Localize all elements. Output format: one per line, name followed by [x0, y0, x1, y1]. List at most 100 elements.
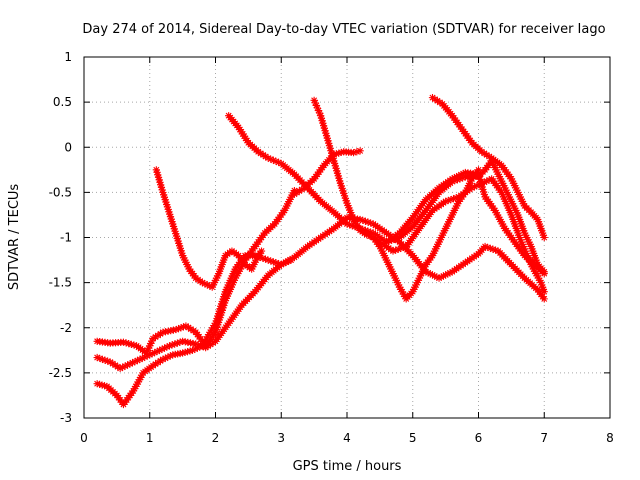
data-point: [540, 295, 548, 303]
trail-marker: [204, 342, 212, 350]
trail-marker: [165, 208, 173, 216]
trail-marker: [186, 347, 194, 355]
trail-marker: [520, 245, 528, 253]
trail-marker: [200, 339, 208, 348]
data-point: [290, 190, 298, 198]
trail-marker: [249, 263, 257, 271]
x-tick-label: 5: [409, 431, 417, 445]
trail-marker: [330, 159, 339, 167]
data-point: [188, 346, 197, 354]
trail-marker: [436, 236, 444, 244]
trail-marker: [439, 272, 448, 280]
trail-marker: [229, 279, 237, 287]
data-point: [478, 148, 486, 156]
trail-marker: [502, 186, 510, 194]
trail-marker: [390, 235, 398, 243]
data-point: [254, 148, 262, 156]
trail-marker: [391, 274, 399, 282]
data-point: [448, 177, 456, 186]
trail-marker: [393, 279, 402, 287]
trail-marker: [143, 352, 151, 360]
trail-marker: [352, 220, 360, 228]
trail-marker: [383, 258, 392, 266]
trail-marker: [414, 276, 422, 284]
trail-marker: [146, 342, 154, 350]
trail-marker: [283, 202, 291, 210]
data-point: [211, 328, 220, 336]
trail-marker: [421, 263, 429, 271]
trail-marker: [223, 283, 231, 291]
data-point: [382, 238, 391, 246]
trail-marker: [148, 337, 156, 345]
trail-marker: [206, 328, 214, 336]
trail-marker: [496, 215, 504, 224]
trail-marker: [134, 378, 142, 386]
trail-marker: [385, 260, 393, 269]
trail-marker: [413, 279, 421, 287]
trail-marker: [215, 307, 223, 315]
trail-marker: [173, 339, 181, 347]
trail-marker: [344, 201, 352, 210]
trail-marker: [220, 256, 228, 264]
trail-marker: [341, 194, 349, 202]
data-point: [221, 288, 229, 296]
trail-marker: [442, 271, 450, 279]
trail-marker: [154, 173, 163, 181]
trail-marker: [539, 231, 548, 239]
trail-marker: [167, 215, 175, 223]
trail-marker: [212, 274, 221, 282]
data-point: [129, 387, 137, 395]
data-point: [119, 338, 128, 346]
grid: [84, 57, 610, 418]
trail-marker: [327, 147, 335, 155]
data-point: [478, 179, 486, 187]
series-track-10: [382, 157, 548, 276]
trail-marker: [128, 359, 137, 367]
trail-marker: [171, 227, 179, 235]
trail-marker: [209, 324, 217, 332]
trail-marker: [257, 149, 265, 157]
trail-marker: [145, 344, 153, 352]
trail-marker: [431, 247, 439, 255]
trail-marker: [429, 249, 438, 257]
trail-marker: [284, 200, 292, 208]
trail-marker: [282, 204, 290, 212]
trail-marker: [388, 267, 396, 275]
data-point: [409, 288, 417, 296]
trail-marker: [500, 182, 508, 190]
trail-marker: [275, 260, 283, 268]
trail-marker: [163, 200, 171, 209]
data-point: [208, 283, 216, 291]
trail-marker: [505, 193, 513, 201]
trail-marker: [121, 362, 129, 370]
data-point: [287, 256, 295, 264]
data-point: [159, 355, 167, 363]
trail-marker: [511, 220, 519, 228]
trail-marker: [525, 238, 533, 246]
data-point: [156, 346, 164, 354]
trail-marker: [138, 354, 146, 362]
data-point: [527, 260, 535, 269]
trail-marker: [181, 348, 189, 356]
trail-marker: [489, 245, 497, 253]
trail-marker: [324, 137, 332, 145]
trail-marker: [447, 213, 455, 221]
data-point: [343, 220, 351, 228]
data-point: [152, 166, 160, 174]
trail-marker: [322, 129, 330, 137]
trail-marker: [361, 226, 370, 234]
trail-marker: [480, 188, 488, 196]
trail-marker: [295, 187, 303, 195]
trail-marker: [259, 254, 267, 262]
trail-marker: [491, 163, 499, 172]
trail-marker: [521, 247, 529, 255]
trail-marker: [349, 213, 357, 221]
trail-marker: [459, 174, 467, 182]
data-point: [349, 215, 358, 224]
trail-marker: [417, 270, 426, 278]
data-point: [211, 319, 220, 327]
trail-marker: [176, 338, 184, 346]
data-point: [257, 247, 266, 255]
trail-marker: [524, 254, 532, 262]
trail-marker: [171, 340, 179, 348]
